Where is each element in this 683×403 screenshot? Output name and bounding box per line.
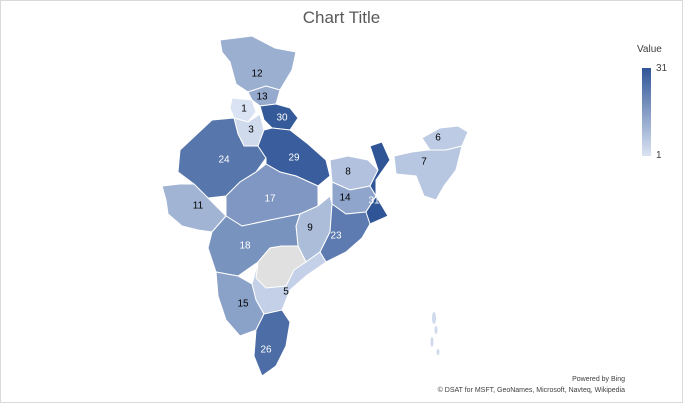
legend-color-scale: [642, 68, 651, 156]
region-jammu-kashmir[interactable]: [219, 35, 297, 93]
legend-max-label: 31: [656, 63, 668, 74]
region-value-label: 8: [345, 167, 351, 178]
region-value-label: 5: [283, 287, 289, 298]
region-tamil-nadu[interactable]: [253, 309, 291, 377]
region-value-label: 7: [421, 157, 427, 168]
region-value-label: 18: [239, 241, 251, 252]
region-value-label: 24: [218, 155, 230, 166]
region-value-label: 31: [368, 196, 380, 207]
region-uttarakhand[interactable]: [259, 103, 299, 131]
chart-title: Chart Title: [302, 8, 381, 27]
region-no-data: [255, 245, 307, 289]
region-value-label: 13: [256, 92, 268, 103]
region-value-label: 11: [193, 201, 204, 212]
region-value-label: 26: [260, 345, 272, 356]
island-shape: [436, 349, 440, 355]
region-value-label: 14: [339, 193, 351, 204]
region-value-label: 15: [237, 299, 249, 310]
island-shape: [430, 337, 434, 347]
island-shape: [432, 312, 436, 324]
region-value-label: 23: [330, 231, 342, 242]
region-value-label: 12: [251, 69, 263, 80]
legend-title: Value: [637, 44, 662, 55]
legend-min-label: 1: [656, 150, 662, 161]
region-value-label: 30: [276, 113, 288, 124]
region-value-label: 1: [241, 104, 247, 115]
region-value-label: 6: [435, 133, 441, 144]
region-value-label: 3: [248, 125, 254, 136]
attribution-powered-by: Powered by Bing: [572, 376, 625, 383]
attribution-sources: © DSAT for MSFT, GeoNames, Microsoft, Na…: [437, 387, 625, 394]
region-assam-ne[interactable]: [393, 145, 463, 201]
region-value-label: 17: [264, 194, 276, 205]
region-value-label: 9: [307, 223, 313, 234]
island-shape: [434, 326, 438, 334]
region-value-label: 29: [288, 153, 300, 164]
